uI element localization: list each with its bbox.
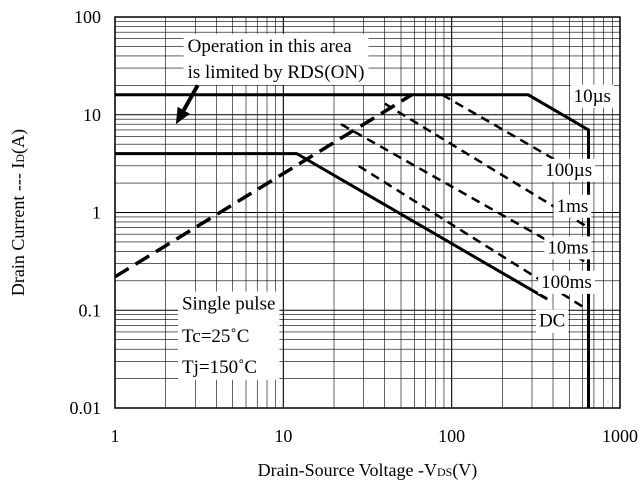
curve-label: 10µs [574,86,611,107]
curve-label-background [542,158,596,182]
conditions-line-single-pulse: Single pulse [182,294,275,315]
annotation-arrow-head [175,106,190,125]
rdson-limit-annotation: Operation in this area is limited by RDS… [175,33,369,125]
y-tick-label: 100 [74,7,101,27]
series-line-2 [114,93,413,279]
x-tick-label: 10 [274,426,292,446]
test-conditions-annotation: Single pulse Tc=25˚C Tj=150˚C [177,291,280,380]
curve-label: 100ms [541,272,592,293]
x-axis-label: Drain-Source Voltage -VDS(V) [258,460,478,481]
curve-labels: 10µs 100µs 1ms 10ms 100ms DC [539,86,611,332]
curve-label: 100µs [545,160,592,181]
tick-labels: 1 10 100 1000 0.01 0.1 1 10 100 [70,7,639,446]
x-tick-label: 1000 [602,426,638,446]
conditions-line-tc: Tc=25˚C [182,326,249,347]
y-tick-label: 0.1 [79,300,102,320]
series-line-1 [115,152,549,301]
curve-label: 1ms [557,196,589,217]
x-tick-label: 1 [111,426,120,446]
curve-label-background [544,236,592,260]
curve-label-background [570,84,614,108]
series-line-0 [115,93,590,408]
curve-label-background [538,270,595,294]
rdson-annotation-line-2: is limited by RDS(ON) [188,62,365,83]
series-line-5 [340,123,590,265]
conditions-line-tj: Tj=150˚C [182,357,257,378]
curve-label-background [553,194,592,218]
rdson-annotation-line-1: Operation in this area [188,36,353,57]
rdson-annotation-background [183,33,369,86]
curve-label: 10ms [547,237,588,258]
annotation-arrow [181,84,200,112]
x-tick-label: 100 [438,426,465,446]
curve-label: DC [539,311,565,332]
conditions-background [177,291,280,380]
curve-label-background [535,309,569,333]
label-backgrounds [535,84,614,333]
y-tick-label: 1 [92,203,101,223]
y-tick-label: 10 [83,105,101,125]
y-tick-label: 0.01 [70,398,102,418]
plot-frame [114,16,621,409]
y-axis-label: Drain Current --- ID(A) [8,129,29,296]
